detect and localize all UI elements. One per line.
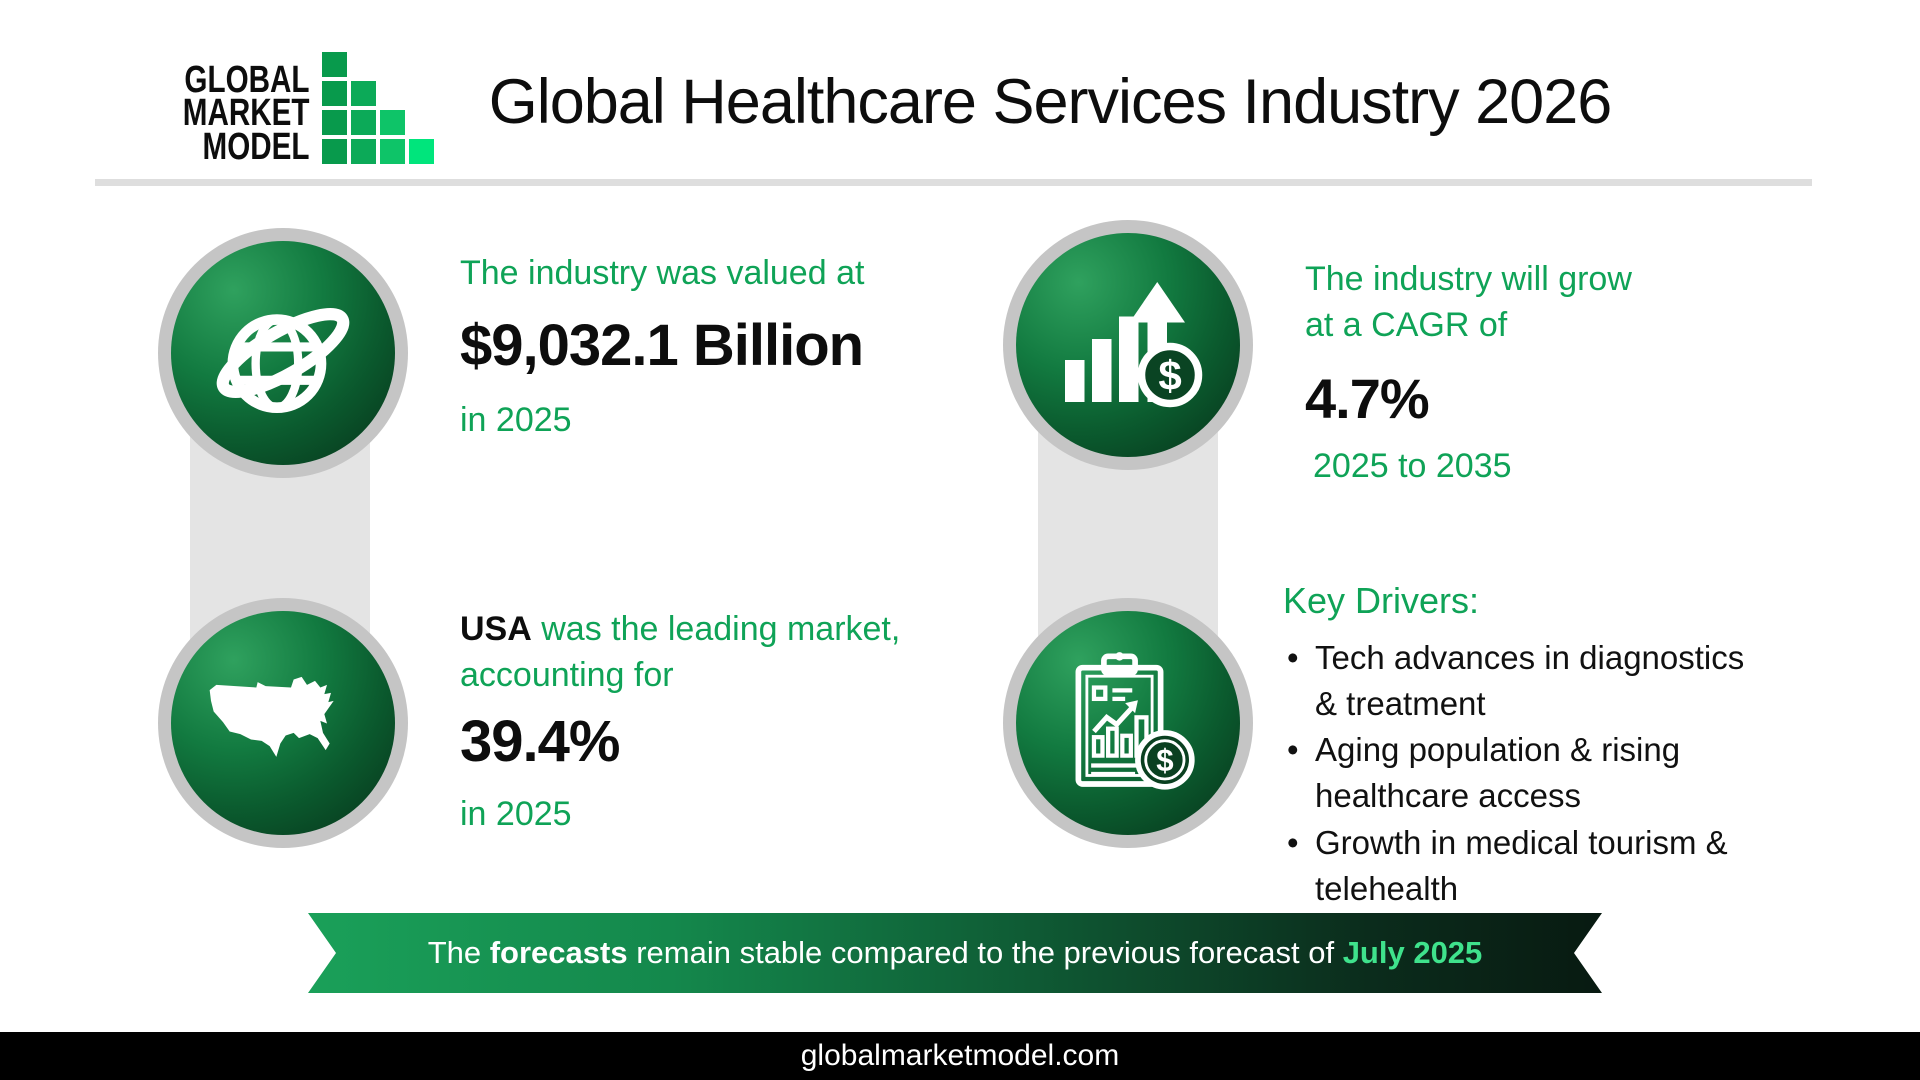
growth-chart-icon: $	[1065, 282, 1203, 408]
stat-circle-key-drivers: $	[1003, 598, 1253, 848]
footer-bar: globalmarketmodel.com	[0, 1032, 1920, 1080]
market-intro-line2: accounting for	[460, 656, 674, 695]
svg-text:$: $	[1156, 743, 1173, 778]
report-money-icon: $	[1075, 652, 1195, 790]
logo-squares-icon	[321, 52, 434, 164]
forecast-ribbon: The forecasts remain stable compared to …	[308, 913, 1602, 993]
stat-circle-cagr: $	[1003, 220, 1253, 470]
cagr-intro-line2: at a CAGR of	[1305, 306, 1508, 345]
key-drivers-list: Tech advances in diagnostics & treatment…	[1283, 635, 1773, 912]
globe-icon	[216, 308, 350, 414]
page-title: Global Healthcare Services Industry 2026	[488, 67, 1613, 137]
valuation-value: $9,032.1 Billion	[460, 313, 864, 379]
cagr-value: 4.7%	[1305, 367, 1430, 431]
logo-line-market: MARKET	[182, 92, 310, 135]
stat-block-cagr: The industry will grow at a CAGR of 4.7%…	[1305, 256, 1632, 490]
footer-url: globalmarketmodel.com	[800, 1039, 1120, 1072]
market-intro-line1: USA was the leading market,	[460, 606, 900, 652]
logo-line-global: GLOBAL	[184, 58, 310, 101]
valuation-period: in 2025	[460, 401, 572, 440]
stat-circle-leading-market	[158, 598, 408, 848]
market-intro-rest: was the leading market,	[531, 610, 901, 648]
global-market-model-logo: GLOBAL MARKET MODEL	[147, 52, 434, 168]
svg-text:$: $	[1158, 352, 1181, 399]
key-driver-item: Aging population & rising healthcare acc…	[1283, 727, 1773, 819]
cagr-period: 2025 to 2035	[1313, 447, 1512, 486]
market-value: 39.4%	[460, 709, 620, 775]
usa-map-icon	[209, 676, 334, 757]
header-divider	[95, 179, 1812, 186]
ribbon-highlight-date: July 2025	[1342, 935, 1483, 970]
key-drivers-heading: Key Drivers:	[1283, 580, 1480, 621]
key-driver-item: Tech advances in diagnostics & treatment	[1283, 635, 1773, 727]
stat-block-key-drivers: Key Drivers: Tech advances in diagnostic…	[1283, 578, 1773, 912]
stat-block-leading-market: USA was the leading market, accounting f…	[460, 606, 900, 838]
market-name: USA	[460, 610, 532, 648]
valuation-intro: The industry was valued at	[460, 254, 865, 292]
stat-block-valuation: The industry was valued at $9,032.1 Bill…	[460, 250, 864, 443]
key-driver-item: Growth in medical tourism & telehealth	[1283, 820, 1773, 912]
logo-line-model: MODEL	[202, 125, 310, 168]
market-period: in 2025	[460, 795, 572, 834]
logo-wordmark: GLOBAL MARKET MODEL	[182, 58, 310, 168]
ribbon-bold-word: forecasts	[489, 935, 628, 970]
cagr-intro-line1: The industry will grow	[1305, 260, 1632, 298]
stat-circle-valuation	[158, 228, 408, 478]
forecast-ribbon-text: The forecasts remain stable compared to …	[427, 935, 1483, 970]
